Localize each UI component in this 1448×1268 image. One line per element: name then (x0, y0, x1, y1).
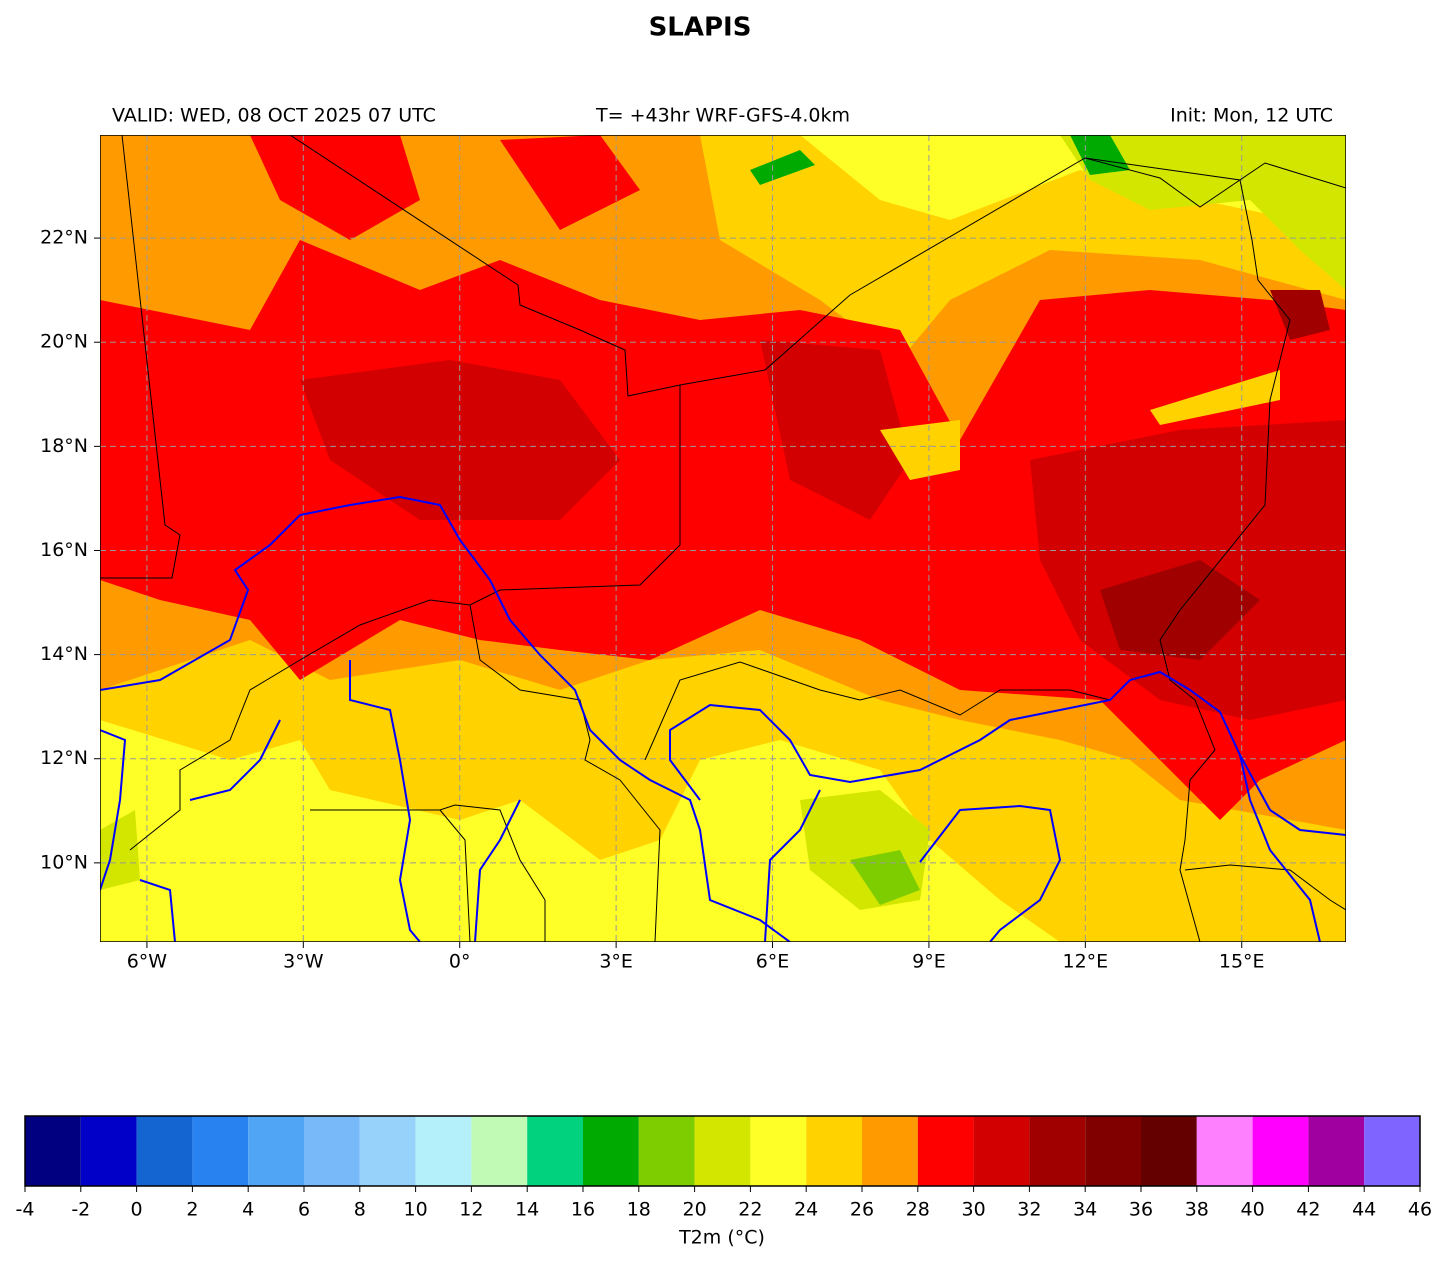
colorbar-tick-label: -2 (71, 1199, 90, 1221)
colorbar-tick-label: 16 (571, 1199, 595, 1221)
valid-time: VALID: WED, 08 OCT 2025 07 UTC (112, 105, 436, 127)
colorbar-swatch (1196, 1116, 1253, 1186)
colorbar-swatch (192, 1116, 249, 1186)
colorbar-swatch (359, 1116, 416, 1186)
y-tick-label: 14°N (40, 643, 88, 665)
x-tick-label: 6°W (127, 951, 168, 973)
x-tick-label: 15°E (1219, 951, 1265, 973)
river (100, 729, 821, 942)
colorbar-swatch (973, 1116, 1030, 1186)
country-border (469, 604, 661, 942)
colorbar-tick-label: 34 (1073, 1199, 1097, 1221)
colorbar-swatch (917, 1116, 974, 1186)
colorbar-swatch (1029, 1116, 1086, 1186)
colorbar-swatch (80, 1116, 137, 1186)
colorbar-tick-label: 36 (1129, 1199, 1153, 1221)
colorbar-tick-label: 22 (738, 1199, 762, 1221)
init-time: Init: Mon, 12 UTC (1170, 105, 1333, 127)
temperature-field (100, 135, 1346, 942)
colorbar-swatch (1308, 1116, 1365, 1186)
colorbar-tick-label: 4 (242, 1199, 254, 1221)
colorbar-tick-label: 38 (1185, 1199, 1209, 1221)
colorbar-tick-label: 32 (1017, 1199, 1041, 1221)
river (919, 754, 1321, 942)
colorbar-swatch (1364, 1116, 1420, 1186)
colorbar-tick-label: 0 (131, 1199, 143, 1221)
overlays (100, 135, 1346, 942)
colorbar-tick-label: 24 (794, 1199, 818, 1221)
colorbar-swatch (1085, 1116, 1141, 1186)
colorbar-swatch (304, 1116, 360, 1186)
y-tick-label: 22°N (40, 227, 88, 249)
colorbar-swatch (806, 1116, 862, 1186)
x-tick-label: 6°E (756, 951, 790, 973)
y-tick-label: 20°N (40, 331, 88, 353)
colorbar-swatch (25, 1116, 81, 1186)
colorbar-tick-label: 28 (906, 1199, 930, 1221)
colorbar-swatch (750, 1116, 807, 1186)
colorbar-tick-label: 30 (962, 1199, 986, 1221)
colorbar-swatch (583, 1116, 639, 1186)
colorbar-tick-label: 14 (515, 1199, 539, 1221)
river (669, 670, 1346, 836)
colorbar-swatch (638, 1116, 695, 1186)
colorbar (25, 1116, 1420, 1186)
colorbar-tick-label: 40 (1241, 1199, 1265, 1221)
x-tick-label: 3°E (599, 951, 633, 973)
colorbar-swatch (415, 1116, 472, 1186)
title: SLAPIS (649, 13, 752, 43)
colorbar-swatch (471, 1116, 528, 1186)
colorbar-swatch (248, 1116, 304, 1186)
country-border (1184, 864, 1346, 911)
colorbar-tick-label: 2 (186, 1199, 198, 1221)
colorbar-tick-label: 44 (1352, 1199, 1376, 1221)
colorbar-tick-label: -4 (16, 1199, 35, 1221)
country-border (1084, 157, 1291, 942)
x-tick-label: 0° (449, 951, 471, 973)
colorbar-tick-label: 20 (683, 1199, 707, 1221)
colorbar-frame (24, 1115, 1421, 1187)
colorbar-tick-label: 18 (627, 1199, 651, 1221)
colorbar-swatch (1141, 1116, 1197, 1186)
country-border (644, 661, 1111, 761)
colorbar-tick-label: 8 (354, 1199, 366, 1221)
colorbar-tick-label: 10 (404, 1199, 428, 1221)
colorbar-label: T2m (°C) (678, 1227, 765, 1249)
country-border (129, 385, 681, 851)
x-tick-label: 3°W (283, 951, 324, 973)
colorbar-swatch (862, 1116, 918, 1186)
colorbar-swatch (694, 1116, 751, 1186)
y-tick-label: 18°N (40, 435, 88, 457)
river (100, 495, 791, 942)
y-tick-label: 10°N (40, 851, 88, 873)
river (189, 660, 521, 942)
country-border (100, 135, 181, 579)
y-tick-label: 12°N (40, 747, 88, 769)
country-border (289, 135, 1346, 397)
y-tick-label: 16°N (40, 539, 88, 561)
run-info: T= +43hr WRF-GFS-4.0km (595, 105, 850, 127)
colorbar-swatch (136, 1116, 193, 1186)
colorbar-tick-label: 6 (298, 1199, 310, 1221)
colorbar-tick-label: 26 (850, 1199, 874, 1221)
colorbar-tick-label: 42 (1296, 1199, 1320, 1221)
country-border (310, 804, 546, 942)
x-tick-label: 9°E (912, 951, 946, 973)
colorbar-tick-label: 12 (459, 1199, 483, 1221)
colorbar-swatch (527, 1116, 583, 1186)
colorbar-tick-label: 46 (1408, 1199, 1432, 1221)
x-tick-label: 12°E (1062, 951, 1108, 973)
colorbar-swatch (1252, 1116, 1309, 1186)
